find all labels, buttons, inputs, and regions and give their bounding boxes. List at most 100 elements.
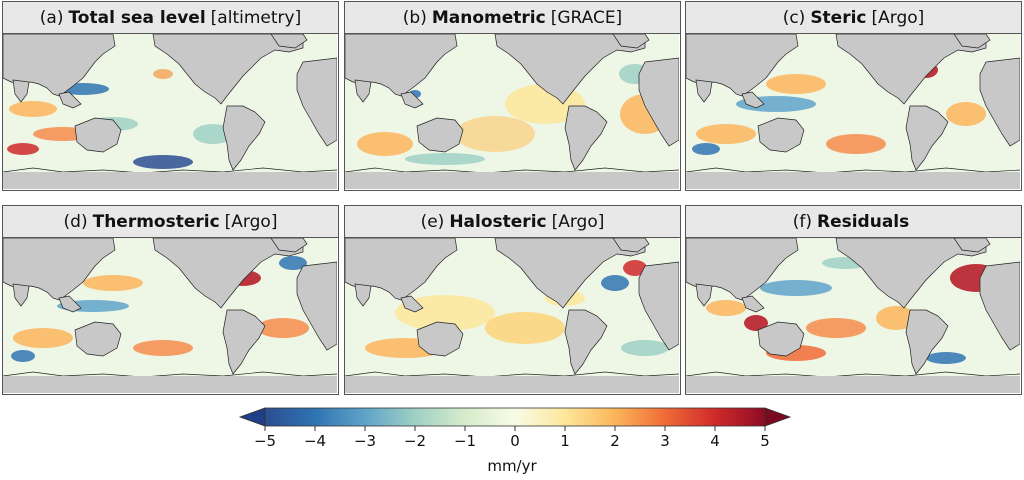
map-base-strip	[345, 172, 679, 189]
map-thermosteric	[3, 238, 337, 393]
colorbar-tick-label: −4	[304, 432, 326, 450]
land-north-america	[152, 34, 304, 105]
trend-anomaly	[257, 318, 309, 338]
panel-name: Total sea level	[68, 7, 206, 28]
trend-anomaly	[826, 134, 886, 154]
trend-anomaly	[7, 143, 39, 155]
colorbar-tick-label: −5	[254, 432, 276, 450]
colorbar-unit: mm/yr	[487, 457, 537, 475]
land-africa	[979, 261, 1020, 351]
colorbar-tick-label: −3	[354, 432, 376, 450]
colorbar-tick-label: 5	[760, 432, 770, 450]
antarctic-coastline	[686, 371, 1020, 378]
colorbar-tick-label: 0	[510, 432, 520, 450]
antarctic-coastline	[686, 167, 1020, 174]
land-australia	[74, 117, 122, 153]
land-south-america	[222, 309, 266, 375]
panel-steric: (c) Steric [Argo]	[685, 1, 1022, 191]
map-residuals	[686, 238, 1020, 393]
land-south-america	[564, 105, 608, 171]
trend-anomaly	[696, 124, 756, 144]
land-india	[354, 283, 372, 307]
land-india	[695, 283, 713, 307]
land-australia	[757, 117, 805, 153]
map-base-strip	[3, 376, 337, 393]
colorbar-extend-high	[764, 407, 792, 427]
trend-anomaly	[395, 295, 495, 331]
land-se-asia	[741, 295, 765, 313]
map-steric	[686, 34, 1020, 189]
trend-anomaly	[760, 280, 832, 296]
trend-anomaly	[455, 116, 535, 152]
map-halosteric	[345, 238, 679, 393]
map-base-strip	[3, 172, 337, 189]
land-south-america	[222, 105, 266, 171]
land-greenland	[612, 238, 650, 253]
trend-anomaly	[706, 300, 746, 316]
land-south-america	[564, 309, 608, 375]
land-india	[12, 283, 30, 307]
land-india	[695, 79, 713, 103]
panel-source: [Argo]	[551, 211, 605, 232]
land-greenland	[270, 238, 308, 253]
land-se-asia	[400, 91, 424, 109]
panel-title: (b) Manometric [GRACE]	[345, 2, 680, 34]
colorbar-tick-label: 1	[560, 432, 570, 450]
map-manometric	[345, 34, 679, 189]
colorbar-tick-label: 4	[710, 432, 720, 450]
map-base-strip	[686, 376, 1020, 393]
land-se-asia	[400, 295, 424, 313]
trend-anomaly	[601, 275, 629, 291]
trend-anomaly	[485, 312, 565, 344]
trend-anomaly	[133, 340, 193, 356]
colorbar-tick-label: −1	[454, 432, 476, 450]
trend-anomaly	[357, 132, 413, 156]
land-africa	[638, 57, 679, 147]
antarctic-coastline	[3, 371, 337, 378]
land-greenland	[612, 34, 650, 49]
trend-anomaly	[279, 256, 307, 270]
land-north-america	[835, 238, 987, 309]
trend-anomaly	[9, 101, 57, 117]
trend-anomaly	[83, 275, 143, 291]
panel-manometric: (b) Manometric [GRACE]	[344, 1, 681, 191]
land-north-america	[494, 34, 646, 105]
land-se-asia	[741, 91, 765, 109]
land-south-america	[905, 309, 949, 375]
panel-title: (e) Halosteric [Argo]	[345, 206, 680, 238]
trend-anomaly	[692, 143, 720, 155]
colorbar-tick-label: 2	[610, 432, 620, 450]
panel-prefix: (e)	[420, 211, 445, 232]
trend-anomaly	[11, 350, 35, 362]
land-india	[12, 79, 30, 103]
colorbar-gradient	[264, 407, 766, 427]
panel-name: Steric	[810, 7, 867, 28]
land-greenland	[953, 238, 991, 253]
panel-halosteric: (e) Halosteric [Argo]	[344, 205, 681, 395]
land-africa	[296, 261, 337, 351]
panel-source: [Argo]	[224, 211, 278, 232]
trend-anomaly	[744, 315, 768, 331]
land-australia	[416, 321, 464, 357]
land-greenland	[270, 34, 308, 49]
panel-name: Thermosteric	[92, 211, 220, 232]
panel-title: (f) Residuals	[686, 206, 1021, 238]
land-se-asia	[58, 295, 82, 313]
panel-name: Residuals	[816, 211, 910, 232]
antarctic-coastline	[345, 371, 679, 378]
land-australia	[416, 117, 464, 153]
trend-anomaly	[623, 260, 647, 276]
panel-title: (c) Steric [Argo]	[686, 2, 1021, 34]
trend-anomaly	[405, 153, 485, 165]
trend-anomaly	[876, 306, 916, 330]
panel-residuals: (f) Residuals	[685, 205, 1022, 395]
panel-name: Halosteric	[449, 211, 547, 232]
panel-source: [Argo]	[871, 7, 925, 28]
panel-prefix: (d)	[63, 211, 88, 232]
antarctic-coastline	[345, 167, 679, 174]
land-africa	[638, 261, 679, 351]
land-north-america	[152, 238, 304, 309]
panel-title: (a) Total sea level [altimetry]	[3, 2, 338, 34]
trend-anomaly	[926, 352, 966, 364]
panel-total-sea-level: (a) Total sea level [altimetry]	[2, 1, 339, 191]
